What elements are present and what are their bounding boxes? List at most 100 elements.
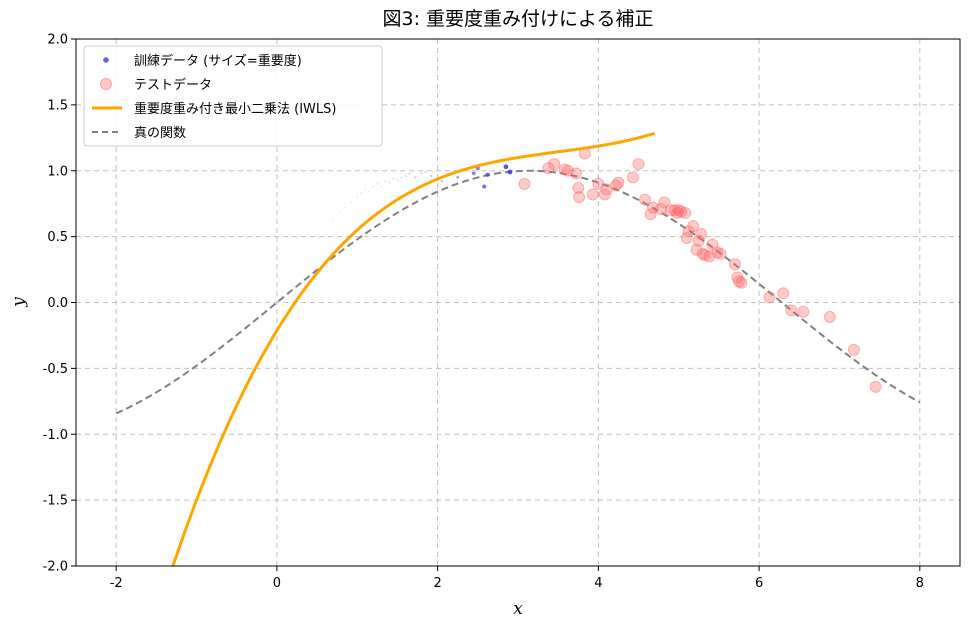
test-point — [714, 247, 727, 260]
test-point — [655, 202, 668, 215]
y-tick-label: -0.5 — [43, 362, 68, 377]
x-tick-label: 4 — [594, 576, 602, 591]
test-point — [699, 249, 712, 262]
train-point — [356, 196, 359, 198]
train-point — [424, 171, 427, 174]
iwls-fit-layer — [171, 131, 656, 566]
y-axis-label: y — [9, 297, 29, 308]
train-points-layer — [332, 164, 513, 222]
test-point — [692, 234, 705, 247]
train-point — [344, 206, 346, 209]
train-point — [392, 177, 395, 180]
train-point — [360, 192, 363, 194]
y-tick-label: 1.5 — [47, 98, 68, 113]
y-tick-label: -2.0 — [43, 560, 68, 575]
train-point — [456, 175, 460, 179]
y-tick-label: 0.5 — [47, 230, 68, 245]
test-point — [785, 304, 798, 317]
train-point — [430, 174, 433, 178]
train-point — [338, 212, 341, 214]
iwls-fit-line — [171, 131, 656, 566]
legend-box — [83, 45, 383, 147]
true-function-layer — [115, 169, 921, 415]
test-point — [598, 188, 611, 201]
test-point — [638, 193, 651, 206]
test-point — [612, 176, 625, 189]
legend-label-test: テストデータ — [134, 77, 212, 93]
test-point — [797, 305, 810, 318]
test-point — [644, 208, 657, 221]
test-point — [561, 164, 574, 177]
train-point — [388, 181, 391, 184]
y-tick-label: -1.0 — [43, 428, 68, 443]
train-point — [400, 176, 403, 179]
true-function-line — [115, 169, 921, 415]
x-tick-label: 8 — [916, 576, 924, 591]
x-tick-label: 6 — [755, 576, 763, 591]
test-points-layer — [518, 147, 882, 393]
test-point — [573, 191, 586, 204]
test-point — [711, 246, 724, 259]
test-point — [682, 225, 695, 238]
train-point — [408, 172, 411, 175]
test-point — [672, 204, 685, 217]
test-point — [572, 181, 585, 194]
x-axis-label: x — [513, 599, 523, 619]
train-point — [414, 176, 417, 179]
train-point — [384, 180, 387, 183]
y-tick-label: 2.0 — [47, 33, 68, 48]
test-point — [610, 179, 623, 192]
train-point — [482, 184, 487, 189]
train-point — [420, 172, 423, 175]
test-point — [735, 276, 748, 289]
test-point — [664, 204, 677, 217]
x-tick-label: -2 — [110, 576, 123, 591]
test-point — [763, 291, 776, 304]
legend: 訓練データ (サイズ=重要度) テストデータ 重要度重み付き最小二乗法 (IWL… — [83, 45, 383, 147]
train-point — [332, 220, 334, 222]
test-point — [548, 158, 561, 171]
legend-marker-test — [100, 78, 112, 90]
train-point — [396, 179, 399, 181]
test-point — [696, 247, 709, 260]
x-tick-label: 0 — [273, 576, 281, 591]
test-point — [733, 275, 745, 288]
test-point — [600, 183, 613, 196]
test-point — [647, 201, 660, 214]
train-point — [376, 183, 379, 185]
y-tick-label: -1.5 — [43, 494, 68, 509]
x-tick-label: 2 — [433, 576, 441, 591]
y-tick-label: 1.0 — [47, 164, 68, 179]
y-tick-label: 0.0 — [47, 296, 68, 311]
train-point — [440, 180, 443, 183]
test-point — [777, 287, 790, 300]
train-point — [485, 172, 490, 177]
train-point — [404, 175, 407, 177]
test-point — [518, 177, 531, 190]
test-point — [668, 204, 681, 217]
test-point — [869, 380, 882, 393]
train-point — [380, 185, 383, 188]
test-point — [542, 162, 555, 175]
legend-label-iwls: 重要度重み付き最小二乗法 (IWLS) — [134, 101, 336, 117]
train-point — [368, 191, 371, 193]
train-point — [350, 201, 352, 204]
train-point — [507, 169, 513, 175]
test-point — [592, 177, 605, 190]
test-point — [695, 227, 708, 240]
train-point — [372, 185, 375, 188]
test-point — [680, 231, 693, 244]
test-point — [823, 310, 836, 323]
test-point — [703, 250, 716, 263]
test-point — [847, 343, 860, 356]
chart-title: 図3: 重要度重み付けによる補正 — [383, 8, 654, 30]
test-point — [671, 206, 684, 219]
test-point — [569, 167, 582, 180]
train-point — [503, 164, 509, 170]
legend-marker-train — [103, 57, 109, 63]
y-axis-ticks: -2.0 -1.5 -1.0 -0.5 0.0 0.5 1.0 1.5 2.0 — [43, 33, 76, 575]
test-point — [632, 158, 645, 171]
legend-label-true: 真の関数 — [134, 126, 186, 141]
test-point — [558, 163, 571, 176]
